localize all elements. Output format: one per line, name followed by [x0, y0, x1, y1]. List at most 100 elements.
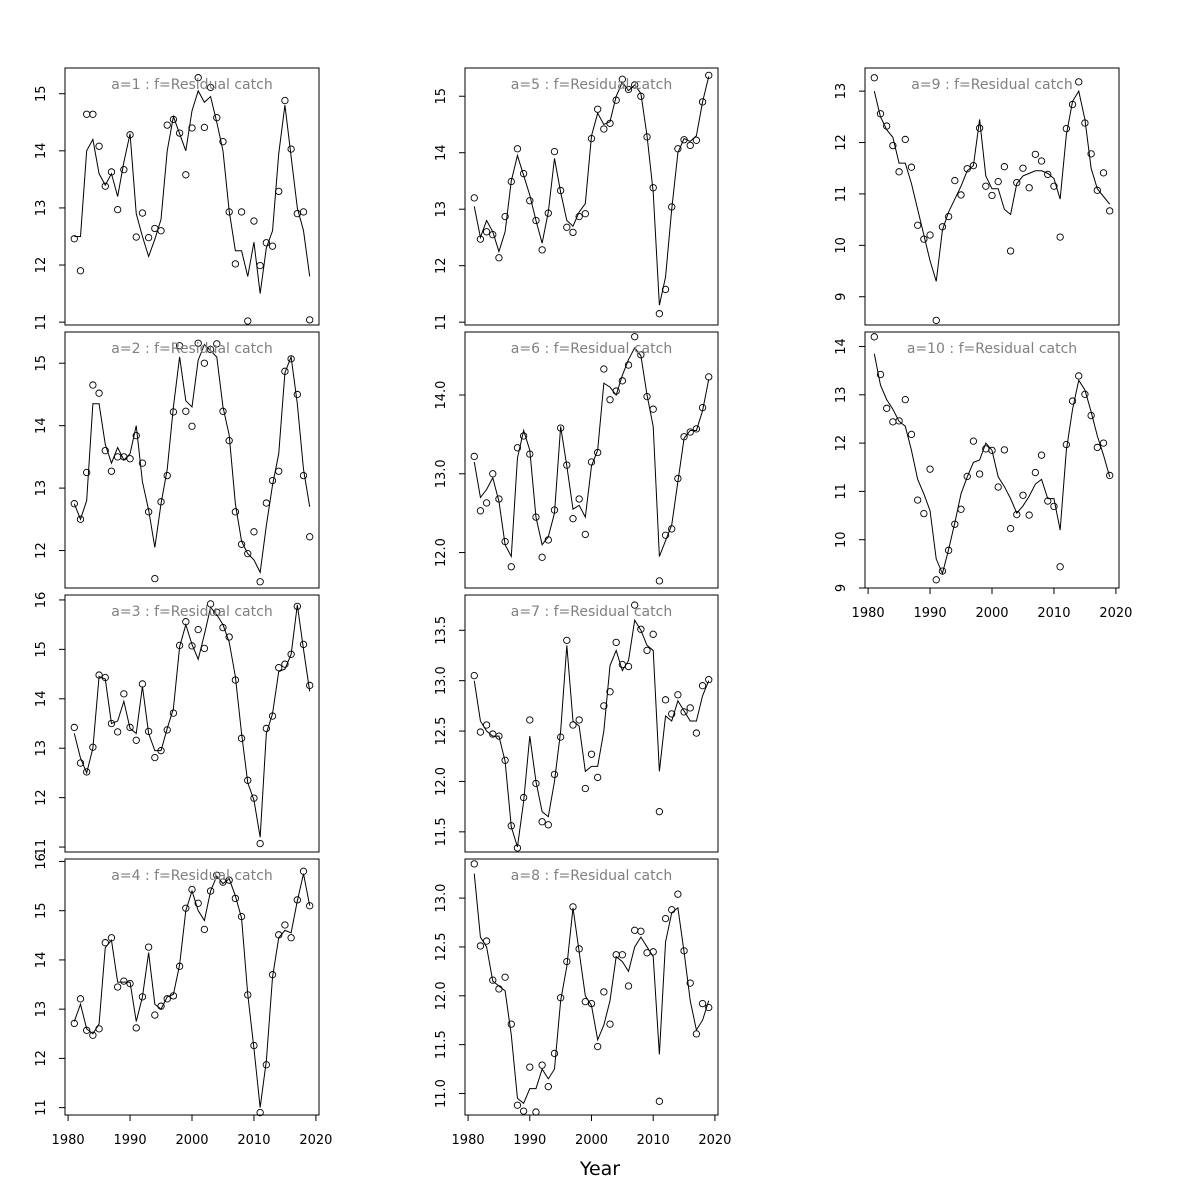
observed-point: [901, 395, 909, 404]
observed-point: [698, 682, 707, 690]
observed-point: [194, 625, 202, 634]
y-tick-label: 11: [34, 1099, 49, 1116]
observed-point: [513, 145, 522, 153]
observed-point: [1056, 233, 1064, 241]
observed-point: [1099, 439, 1108, 447]
observed-point: [705, 676, 713, 684]
panel-4: 11 12 13 14 15 16 1980 1990 2000 2010 2020 a=4 : f=…: [34, 853, 332, 1148]
observed-point: [194, 74, 202, 82]
observed-point: [661, 531, 670, 539]
observed-point: [120, 166, 128, 174]
observed-point: [101, 446, 109, 455]
observed-point: [692, 136, 701, 144]
panel-title: a=2 : f=Residual catch: [111, 341, 272, 357]
y-tick-label: 15: [434, 88, 449, 105]
panel-frame: [864, 67, 1120, 326]
panel-frame: [464, 594, 719, 853]
observed-point: [975, 470, 984, 478]
fitted-line: [73, 343, 311, 575]
observed-point: [982, 182, 990, 190]
y-tick-label: 12: [34, 789, 49, 806]
observed-point: [175, 129, 184, 137]
observed-point: [1106, 207, 1114, 215]
observed-point: [519, 432, 528, 440]
y-tick-label: 13.0: [434, 884, 449, 913]
observed-point: [95, 142, 103, 150]
observed-point: [250, 528, 258, 536]
observed-point: [262, 724, 270, 733]
observed-point: [907, 430, 916, 439]
x-tick-label: 2010: [637, 1133, 670, 1148]
observed-point: [975, 124, 984, 132]
observed-point: [89, 110, 97, 118]
x-tick-label: 2000: [575, 1133, 608, 1148]
observed-point: [994, 483, 1002, 491]
observed-point: [1099, 169, 1108, 177]
x-tick-label: 2010: [1037, 606, 1070, 621]
observed-point: [686, 141, 694, 150]
observed-point: [550, 770, 559, 779]
y-tick-label: 15: [34, 85, 49, 102]
observed-point: [114, 205, 122, 214]
observed-point: [883, 404, 891, 412]
observed-point: [661, 914, 670, 923]
y-tick-label: 11: [34, 314, 49, 331]
y-tick-label: 16: [34, 853, 49, 870]
observed-point: [213, 340, 221, 348]
observed-point: [612, 638, 620, 647]
y-tick-label: 14: [34, 691, 49, 708]
observed-point: [507, 563, 515, 571]
observed-point: [194, 899, 202, 907]
observed-point: [926, 465, 934, 473]
observed-point: [275, 187, 283, 196]
fitted-line: [473, 346, 710, 559]
observed-point: [513, 444, 522, 452]
observed-point: [1062, 440, 1070, 449]
y-tick-label: 14: [834, 338, 849, 355]
panel-10: 9 10 11 12 13 14 1980 1990 2000 2010 2020 a=10 : f=…: [834, 331, 1132, 621]
fitted-line: [73, 604, 311, 838]
observed-point: [1006, 524, 1015, 533]
y-tick-label: 11.5: [434, 1030, 449, 1059]
observed-point: [532, 216, 540, 225]
observed-point: [213, 871, 221, 879]
observed-point: [581, 784, 589, 793]
observed-point: [132, 431, 140, 440]
observed-point: [476, 507, 485, 515]
observed-point: [163, 121, 171, 129]
panel-title: a=10 : f=Residual catch: [907, 341, 1077, 357]
observed-point: [175, 342, 184, 350]
observed-point: [182, 171, 190, 179]
observed-point: [538, 553, 546, 561]
observed-point: [1006, 247, 1015, 255]
observed-point: [649, 405, 657, 413]
observed-point: [631, 926, 639, 934]
observed-point: [575, 495, 583, 503]
y-tick-label: 16: [34, 592, 49, 609]
x-tick-label: 2000: [975, 606, 1008, 621]
observed-point: [163, 471, 171, 480]
panel-frame: [864, 331, 1120, 589]
observed-point: [994, 177, 1002, 186]
y-tick-label: 14: [34, 952, 49, 969]
observed-point: [618, 951, 627, 959]
observed-point: [281, 96, 289, 105]
observed-point: [957, 191, 965, 199]
observed-point: [83, 768, 91, 776]
observed-point: [526, 716, 534, 724]
observed-point: [594, 105, 602, 113]
observed-point: [569, 228, 577, 237]
observed-point: [606, 1020, 614, 1028]
observed-point: [692, 425, 701, 433]
observed-point: [76, 995, 85, 1003]
observed-point: [698, 98, 707, 106]
observed-point: [132, 1024, 140, 1032]
observed-point: [563, 223, 571, 231]
observed-point: [482, 499, 491, 507]
observed-point: [219, 138, 227, 146]
observed-point: [287, 145, 295, 153]
y-tick-label: 13: [834, 83, 849, 100]
observed-point: [182, 407, 190, 415]
observed-point: [200, 644, 209, 653]
observed-point: [932, 316, 940, 325]
